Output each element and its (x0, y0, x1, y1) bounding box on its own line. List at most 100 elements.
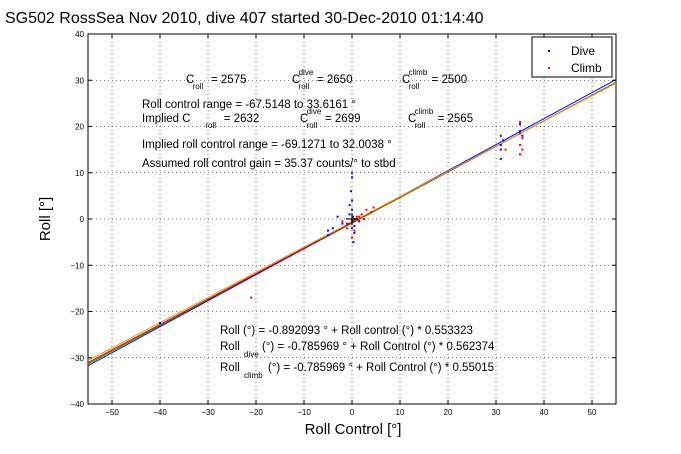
legend-label-dive: Dive (571, 44, 595, 58)
croll-line3-2-rest: = 2565 (438, 113, 474, 125)
croll-line3-2-sub: roll (415, 121, 426, 130)
data-point-dive (358, 220, 361, 223)
data-point-climb (519, 120, 521, 123)
data-point-dive (336, 215, 339, 218)
implied-roll-control-range: Implied roll control range = -69.1271 to… (142, 139, 392, 151)
data-point-dive (159, 322, 161, 325)
data-point-dive (341, 222, 344, 225)
data-point-dive (499, 134, 502, 137)
croll-line1-0: C (186, 74, 194, 86)
data-point-climb (519, 144, 521, 146)
data-point-dive (351, 171, 353, 174)
data-point-dive (519, 130, 521, 133)
data-point-dive (519, 123, 521, 126)
y-tick-label: −10 (70, 261, 84, 270)
croll-line3-1: C (300, 113, 308, 125)
data-point-dive (346, 222, 349, 225)
data-point-dive (327, 234, 329, 237)
croll-line1-0-rest: = 2575 (211, 74, 247, 86)
y-tick-label: −20 (70, 308, 84, 317)
data-point-climb (365, 208, 368, 211)
data-point-climb (351, 236, 353, 239)
data-point-dive (521, 134, 524, 137)
y-tick-label: 10 (75, 169, 84, 178)
legend-box (531, 36, 613, 78)
x-tick-label: 50 (588, 408, 597, 417)
croll-line1-1: C (292, 74, 300, 86)
fit-equation-climb-rest: (°) = -0.785969 ° + Roll Control (°) * 0… (268, 362, 494, 374)
data-point-dive (331, 227, 334, 230)
data-point-climb (346, 227, 349, 230)
fit-equation-dive-sub: dive (244, 350, 259, 359)
y-axis-label: Roll [°] (37, 197, 54, 241)
assumed-roll-control-gain: Assumed roll control gain = 35.37 counts… (142, 158, 396, 170)
fit-equation-climb-sub: climb (244, 371, 263, 380)
croll-line1-2: C (402, 74, 410, 86)
data-point-dive (499, 148, 502, 151)
croll-line1-1-rest: = 2650 (317, 74, 353, 86)
data-point-climb (360, 213, 363, 216)
croll-line1-1-sup: dive (299, 68, 314, 77)
data-point-climb (358, 215, 361, 218)
croll-line3-0: Implied C (142, 113, 191, 125)
data-points (159, 120, 524, 325)
croll-line1-2-rest: = 2500 (432, 74, 468, 86)
data-point-climb (363, 218, 365, 220)
data-point-dive (353, 224, 356, 227)
y-tick-label: 0 (80, 215, 85, 224)
data-point-climb (250, 296, 253, 299)
data-point-climb (372, 206, 375, 209)
croll-line3-0-sub: roll (205, 121, 216, 130)
data-point-dive (350, 190, 353, 193)
data-point-dive (351, 215, 354, 218)
legend: Dive Climb (531, 36, 613, 78)
data-point-dive (502, 139, 505, 142)
croll-line3-1-sup: dive (307, 107, 322, 116)
croll-line3-1-sub: roll (307, 121, 318, 130)
croll-line3-2-sup: climb (415, 107, 434, 116)
data-point-dive (352, 241, 355, 244)
y-tick-label: 40 (75, 30, 84, 39)
data-point-climb (348, 222, 351, 225)
fit-equation-climb: Roll (220, 362, 240, 374)
croll-line3-0-rest: = 2632 (224, 113, 259, 125)
data-point-climb (519, 132, 521, 135)
data-point-dive (499, 157, 502, 160)
legend-marker-dive (548, 50, 550, 52)
croll-line1-0-sub: roll (193, 82, 204, 91)
x-tick-label: −10 (297, 408, 311, 417)
legend-label-climb: Climb (571, 61, 602, 75)
croll-line3-1-rest: = 2699 (325, 113, 361, 125)
data-point-climb (353, 229, 356, 232)
fit-equation-dive: Roll (220, 341, 240, 353)
data-point-dive (327, 229, 329, 232)
x-tick-label: 10 (396, 408, 405, 417)
y-tick-label: −30 (70, 354, 84, 363)
data-point-climb (521, 137, 524, 140)
x-tick-label: 40 (540, 408, 549, 417)
fit-equation-dive-rest: (°) = -0.785969 ° + Roll Control (°) * 0… (262, 341, 495, 353)
y-tick-label: 20 (75, 123, 84, 132)
data-point-climb (355, 215, 358, 218)
data-point-dive (351, 208, 353, 211)
axis-ticks: −50 −40 −30 −20 −10 0 10 20 30 40 50 −40 −30 −20 −10 0 1… (70, 30, 616, 417)
data-point-dive (348, 213, 351, 216)
x-tick-label: −40 (153, 408, 167, 417)
data-point-climb (341, 220, 344, 223)
croll-line1-1-sub: roll (299, 82, 310, 91)
x-tick-label: 20 (444, 408, 453, 417)
data-point-dive (353, 231, 356, 234)
data-point-dive (351, 199, 353, 202)
legend-marker-climb (548, 67, 550, 69)
x-tick-label: −30 (201, 408, 215, 417)
croll-line3-2: C (408, 113, 416, 125)
x-tick-label: 0 (350, 408, 355, 417)
croll-line1-2-sup: climb (409, 68, 428, 77)
data-point-climb (370, 211, 373, 214)
y-tick-label: 30 (75, 76, 84, 85)
data-point-dive (499, 144, 502, 146)
x-tick-label: −20 (249, 408, 263, 417)
x-tick-label: 30 (492, 408, 501, 417)
